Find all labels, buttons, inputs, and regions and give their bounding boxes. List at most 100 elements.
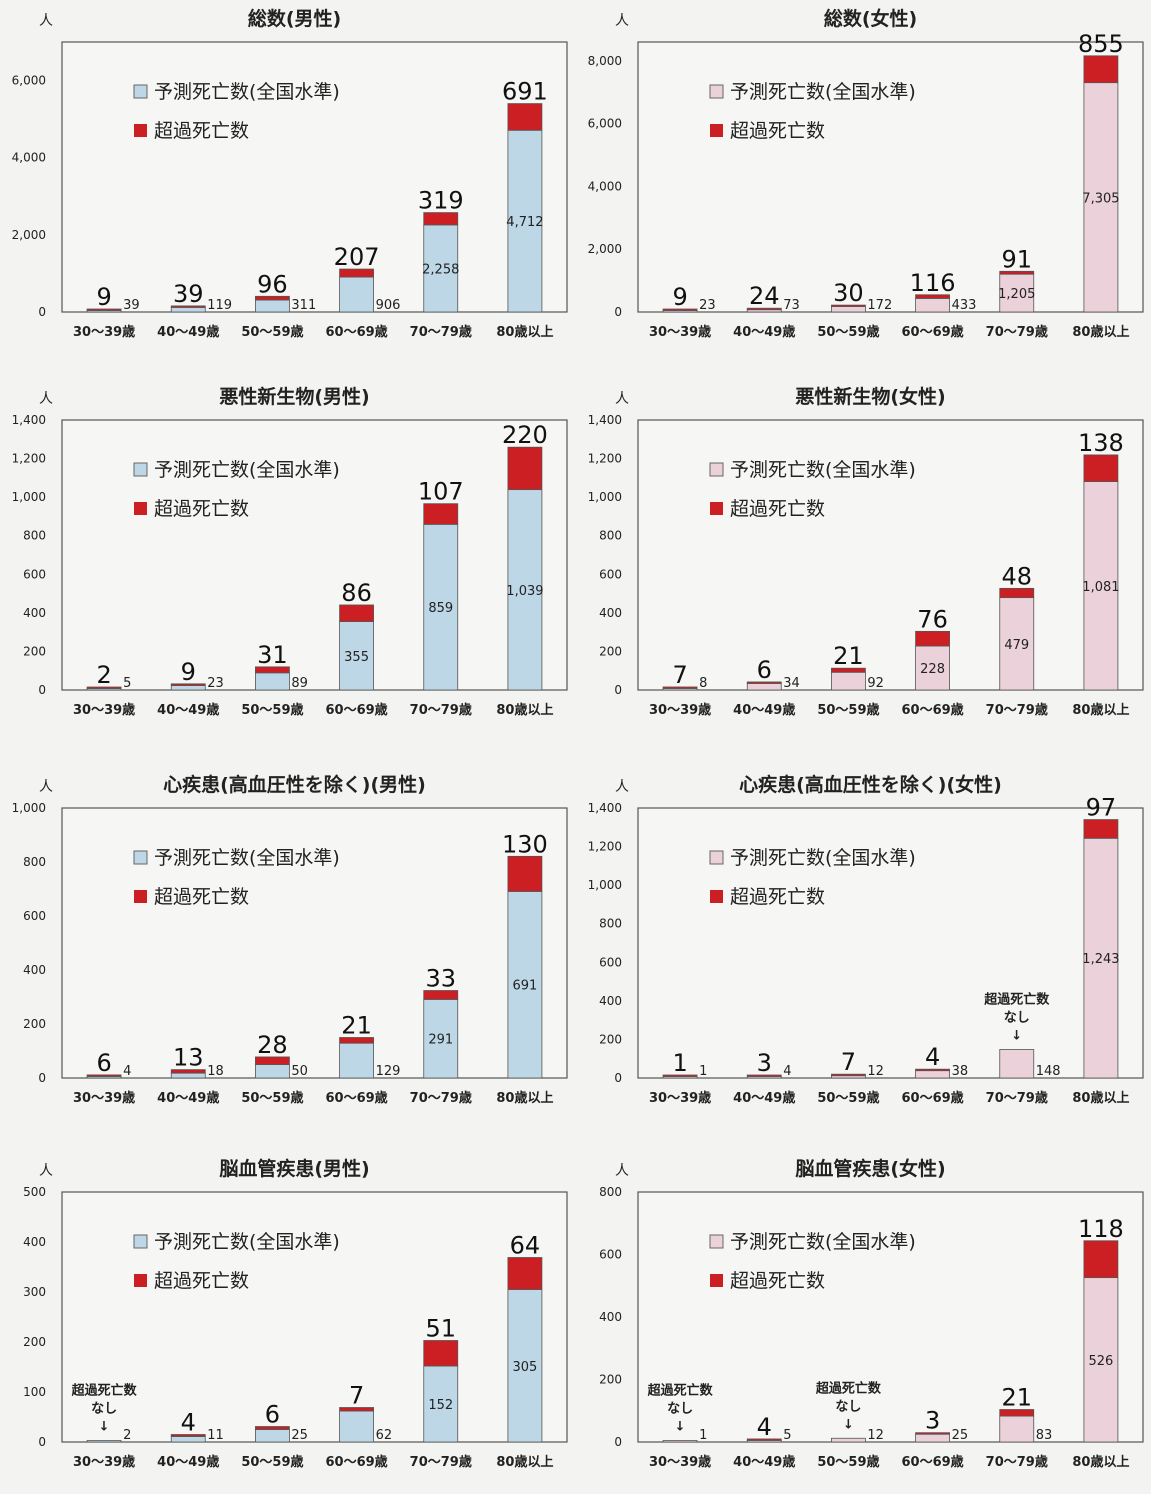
predicted-value-label: 11 xyxy=(207,1428,224,1443)
predicted-value-label: 23 xyxy=(699,298,716,313)
bar-excess xyxy=(999,1409,1035,1417)
bar-predicted xyxy=(423,999,459,1079)
chart-title: 悪性新生物(女性) xyxy=(795,385,945,408)
excess-value-label: 33 xyxy=(425,965,456,993)
y-tick-label: 400 xyxy=(23,1235,46,1249)
predicted-value-label: 83 xyxy=(1036,1428,1053,1443)
bar-predicted xyxy=(999,1415,1035,1443)
bar-excess xyxy=(170,1434,206,1437)
y-tick-label: 600 xyxy=(599,567,622,581)
bar-predicted xyxy=(339,621,374,691)
y-tick-label: 6,000 xyxy=(588,117,622,131)
x-category-label: 40〜49歳 xyxy=(157,1090,219,1106)
legend-label-predicted: 予測死亡数(全国水準) xyxy=(730,1231,916,1253)
excess-value-label: 7 xyxy=(841,1048,856,1076)
x-category-label: 30〜39歳 xyxy=(73,702,135,718)
excess-value-label: 76 xyxy=(917,605,948,633)
excess-value-label: 64 xyxy=(510,1232,541,1260)
excess-value-label: 39 xyxy=(173,280,204,308)
legend-label-excess: 超過死亡数 xyxy=(154,120,249,142)
predicted-value-label: 18 xyxy=(207,1064,224,1079)
legend-swatch-predicted xyxy=(133,462,148,477)
excess-value-label: 7 xyxy=(672,661,687,689)
y-tick-label: 0 xyxy=(614,683,622,697)
unit-label: 人 xyxy=(615,779,629,795)
y-tick-label: 800 xyxy=(23,529,46,543)
x-category-label: 40〜49歳 xyxy=(733,1090,795,1106)
unit-label: 人 xyxy=(39,391,53,407)
x-category-label: 40〜49歳 xyxy=(157,702,219,718)
y-tick-label: 200 xyxy=(599,644,622,658)
y-tick-label: 0 xyxy=(614,1435,622,1449)
predicted-value-label: 355 xyxy=(344,650,369,665)
chart-1: 総数(男性) 人 0 2,000 4,000 6,000 予測死亡数(全国水準) 超過死亡数 3… xyxy=(12,7,568,340)
x-category-label: 50〜59歳 xyxy=(241,1454,303,1470)
predicted-value-label: 92 xyxy=(867,676,884,691)
bar-predicted xyxy=(1083,82,1119,313)
predicted-value-label: 5 xyxy=(783,1428,791,1443)
excess-value-label: 9 xyxy=(96,283,111,311)
excess-value-label: 107 xyxy=(418,478,464,506)
predicted-value-label: 691 xyxy=(513,979,538,994)
no-excess-arrow: ↓ xyxy=(99,1420,110,1435)
chart-title: 総数(女性) xyxy=(824,7,917,30)
excess-value-label: 24 xyxy=(749,282,780,310)
y-tick-label: 1,000 xyxy=(12,801,46,815)
legend-label-excess: 超過死亡数 xyxy=(730,120,825,142)
bar-predicted xyxy=(999,273,1035,313)
y-tick-label: 0 xyxy=(38,1435,46,1449)
x-category-label: 70〜79歳 xyxy=(986,1090,1048,1106)
x-category-label: 80歳以上 xyxy=(1072,1454,1129,1470)
predicted-value-label: 129 xyxy=(376,1064,401,1079)
excess-value-label: 13 xyxy=(173,1044,204,1072)
predicted-value-label: 148 xyxy=(1036,1064,1061,1079)
x-category-label: 80歳以上 xyxy=(1072,702,1129,718)
x-category-label: 70〜79歳 xyxy=(410,1454,472,1470)
x-category-label: 40〜49歳 xyxy=(733,324,795,340)
legend-swatch-excess xyxy=(134,124,147,137)
excess-value-label: 51 xyxy=(425,1315,456,1343)
x-category-label: 80歳以上 xyxy=(496,702,553,718)
excess-value-label: 7 xyxy=(349,1382,364,1410)
chart-title: 心疾患(高血圧性を除く)(女性) xyxy=(739,773,1002,796)
legend-label-predicted: 予測死亡数(全国水準) xyxy=(730,847,916,869)
bar-predicted xyxy=(831,1437,866,1443)
bar-predicted xyxy=(915,298,950,313)
excess-value-label: 91 xyxy=(1001,245,1032,273)
predicted-value-label: 62 xyxy=(376,1428,393,1443)
legend-label-predicted: 予測死亡数(全国水準) xyxy=(154,847,340,869)
predicted-value-label: 906 xyxy=(376,298,401,313)
excess-value-label: 2 xyxy=(96,661,111,689)
y-tick-label: 600 xyxy=(599,955,622,969)
y-tick-label: 0 xyxy=(614,305,622,319)
legend-label-predicted: 予測死亡数(全国水準) xyxy=(154,81,340,103)
bar-predicted xyxy=(255,1064,290,1079)
x-category-label: 70〜79歳 xyxy=(410,702,472,718)
x-category-label: 40〜49歳 xyxy=(157,324,219,340)
bar-excess xyxy=(255,1056,290,1065)
legend-label-excess: 超過死亡数 xyxy=(154,1270,249,1292)
chart-8: 脳血管疾患(女性) 人 0 200 400 600 800 予測死亡数(全国水準) 超過死亡数 1… xyxy=(599,1157,1144,1470)
bar-predicted xyxy=(915,1433,950,1443)
predicted-value-label: 228 xyxy=(920,662,945,677)
y-tick-label: 1,200 xyxy=(588,840,622,854)
predicted-value-label: 25 xyxy=(952,1428,969,1443)
x-category-label: 70〜79歳 xyxy=(986,324,1048,340)
x-category-label: 30〜39歳 xyxy=(73,324,135,340)
bar-excess xyxy=(339,268,374,278)
chart-6: 心疾患(高血圧性を除く)(女性) 人 0 200 400 600 800 1,000 1,200… xyxy=(588,773,1144,1106)
bar-excess xyxy=(831,1073,866,1077)
legend-label-excess: 超過死亡数 xyxy=(730,1270,825,1292)
excess-value-label: 21 xyxy=(1001,1384,1032,1412)
legend-swatch-predicted xyxy=(709,462,724,477)
y-tick-label: 400 xyxy=(599,1310,622,1324)
y-tick-label: 600 xyxy=(23,909,46,923)
legend-label-excess: 超過死亡数 xyxy=(154,498,249,520)
predicted-value-label: 119 xyxy=(207,298,232,313)
legend-swatch-predicted xyxy=(709,84,724,99)
y-tick-label: 0 xyxy=(614,1071,622,1085)
bar-excess xyxy=(915,294,950,299)
no-excess-note: 超過死亡数 xyxy=(984,991,1050,1007)
chart-3: 悪性新生物(男性) 人 0 200 400 600 800 1,000 1,200 1,400 予測… xyxy=(12,385,568,718)
bar-predicted xyxy=(1083,481,1119,691)
